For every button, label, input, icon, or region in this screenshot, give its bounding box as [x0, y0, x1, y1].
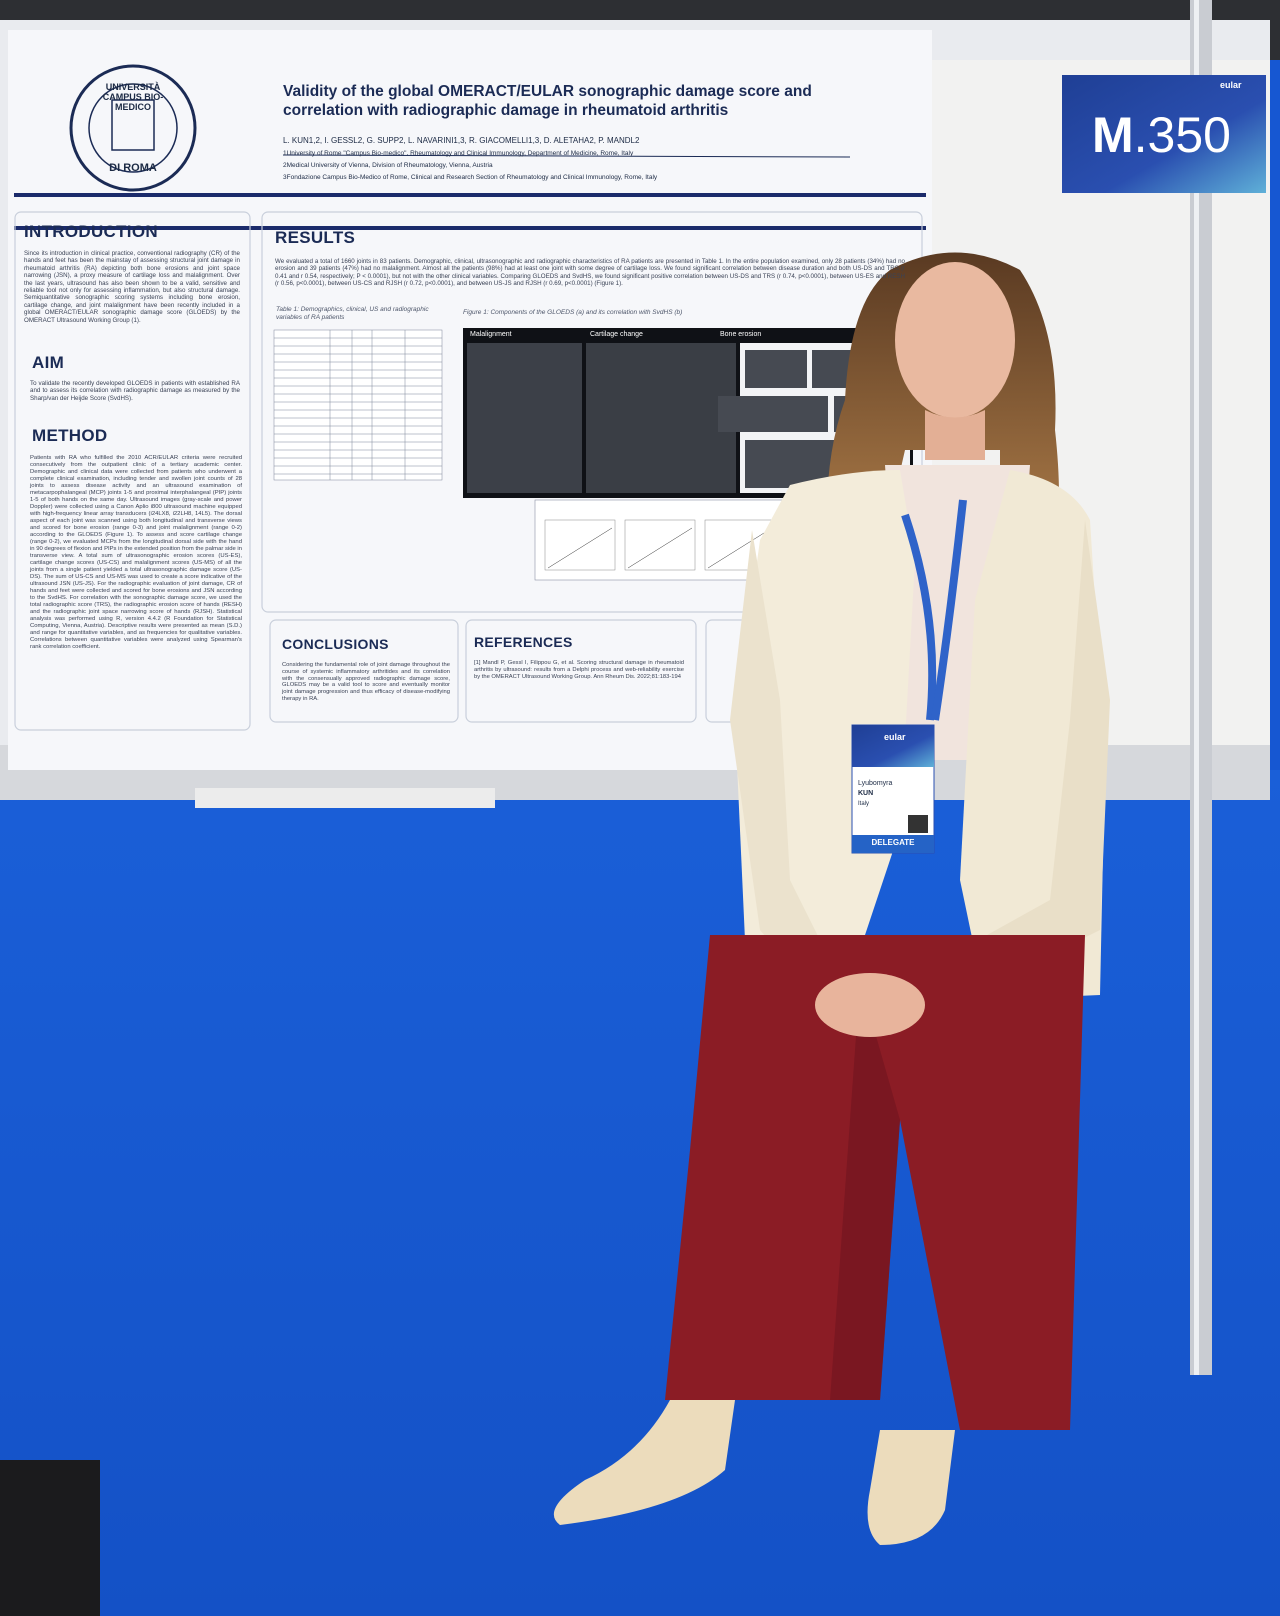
header-rule — [14, 193, 926, 197]
table-caption: Table 1: Demographics, clinical, US and … — [276, 306, 429, 321]
sign-code-rest: .350 — [1133, 107, 1231, 163]
section-text: [1] Mandl P, Gessl I, Filippou G, et al.… — [474, 660, 684, 680]
badge-country: Italy — [858, 801, 870, 807]
pole-shine — [1194, 0, 1199, 1375]
logo-figures — [111, 99, 155, 151]
section-text: To validate the recently developed GLOED… — [30, 380, 240, 402]
person — [553, 252, 1110, 1545]
badge-last-name: KUN — [858, 790, 874, 797]
conclusions-box — [269, 619, 459, 723]
section-heading: CONCLUSIONS — [282, 636, 389, 652]
header-rule-2 — [14, 226, 926, 230]
section-text: Considering the fundamental role of join… — [282, 662, 450, 702]
poster-title: Validity of the global OMERACT/EULAR son… — [283, 83, 812, 119]
section-heading: AIM — [32, 353, 65, 372]
bag — [0, 1460, 100, 1616]
section-text: Since its introduction in clinical pract… — [24, 250, 240, 324]
section-text: Patients with RA who fulfilled the 2010 … — [30, 455, 242, 650]
badge-role: DELEGATE — [871, 838, 915, 847]
section-heading: INTRODUCTION — [24, 222, 158, 241]
badge-first-name: Lyubomyra — [858, 780, 893, 787]
references-box — [465, 619, 697, 723]
affiliation: 1University of Rome "Campus Bio-medico",… — [283, 150, 634, 157]
figure-caption: Figure 1: Components of the GLOEDS (a) a… — [463, 309, 683, 316]
logo-inner — [88, 83, 178, 173]
badge-brand: eular — [884, 732, 906, 742]
section-heading: METHOD — [32, 426, 108, 445]
panel-label: Bone erosion — [720, 331, 762, 338]
table-1 — [273, 329, 443, 481]
logo-top: UNIVERSITÀ CAMPUS BIO-MEDICO — [102, 82, 164, 112]
board-sign — [1062, 75, 1266, 193]
sign-brand: eular — [1220, 80, 1242, 90]
authors: L. KUN1,2, I. GESSL2, G. SUPP2, L. NAVAR… — [283, 136, 640, 145]
floor-sign — [195, 788, 495, 808]
sign-code: M.350 — [1092, 110, 1231, 160]
panel-label: Malalignment — [470, 331, 512, 338]
left-box — [14, 211, 251, 731]
pole — [1190, 0, 1212, 1375]
panel-label: Cartilage change — [590, 331, 643, 338]
logo-ring — [69, 64, 197, 192]
section-heading: RESULTS — [275, 228, 356, 247]
logo-bottom: DI ROMA — [109, 162, 157, 174]
section-heading: REFERENCES — [474, 634, 573, 650]
affiliation: 3Fondazione Campus Bio-Medico of Rome, C… — [283, 174, 658, 181]
title-rule — [282, 154, 851, 158]
sign-code-main: M — [1092, 107, 1134, 163]
section-text: We evaluated a total of 1660 joints in 8… — [275, 258, 905, 288]
affiliation: 2Medical University of Vienna, Division … — [283, 162, 493, 169]
